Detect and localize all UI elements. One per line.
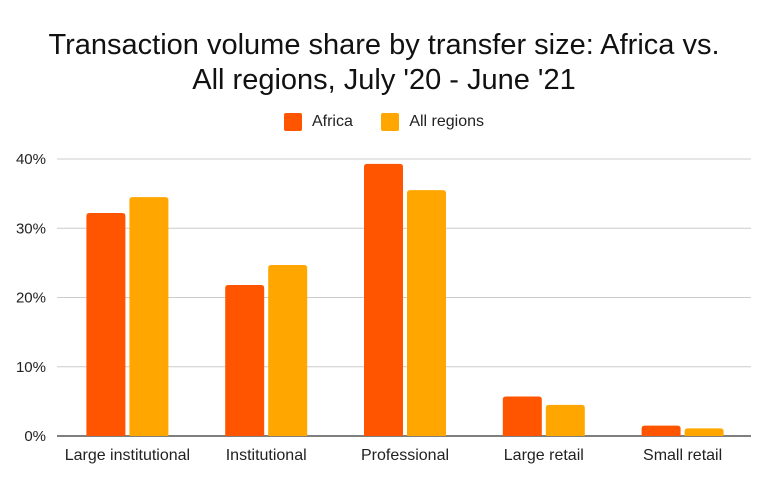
y-tick-label: 30% [16, 220, 46, 237]
y-tick-label: 10% [16, 359, 46, 376]
legend-swatch-all-regions [381, 113, 400, 131]
x-tick-label: Large retail [504, 447, 584, 464]
bar-africa-small-retail [641, 425, 681, 436]
legend: Africa All regions [0, 113, 768, 136]
x-tick-label: Professional [361, 447, 449, 464]
bar-all-regions-large-institutional [129, 197, 169, 436]
bar-africa-large-retail [502, 396, 542, 436]
bar-all-regions-small-retail [684, 428, 724, 436]
y-tick-label: 20% [16, 290, 46, 307]
bar-all-regions-professional [407, 190, 446, 436]
bar-all-regions-large-retail [545, 404, 585, 436]
bar-africa-large-institutional [86, 213, 126, 436]
x-tick-label: Institutional [226, 447, 307, 464]
chart-title: Transaction volume share by transfer siz… [48, 29, 720, 96]
x-tick-label: Large institutional [65, 447, 190, 464]
x-tick-label: Small retail [643, 447, 722, 464]
y-tick-label: 40% [16, 151, 46, 168]
legend-label-africa: Africa [311, 113, 353, 130]
legend-swatch-africa [283, 113, 302, 131]
y-tick-label: 0% [24, 428, 46, 445]
bar-all-regions-institutional [268, 264, 308, 436]
bar-africa-institutional [225, 285, 265, 436]
legend-item-all-regions: All regions [381, 113, 484, 131]
legend-label-all-regions: All regions [409, 113, 485, 130]
bar-africa-professional [364, 163, 403, 436]
legend-item-africa: Africa [283, 113, 353, 131]
